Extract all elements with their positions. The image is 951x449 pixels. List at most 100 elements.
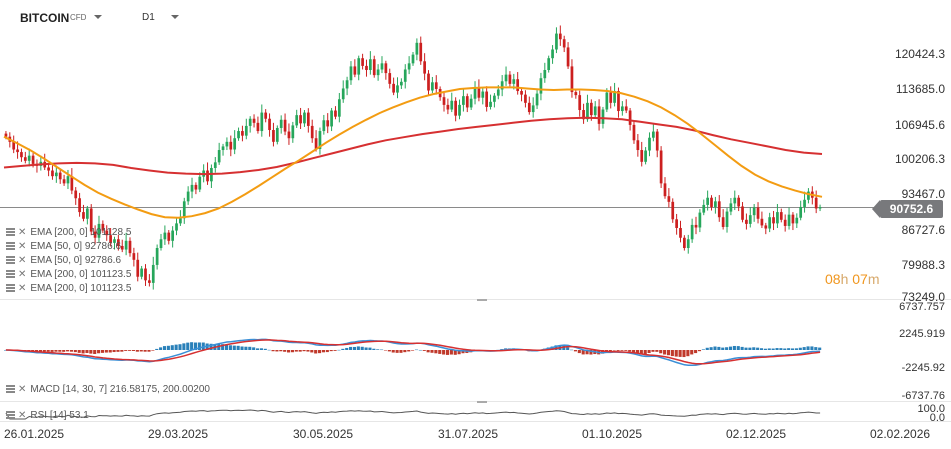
- macd-histogram-bar: [422, 350, 426, 351]
- list-icon[interactable]: [6, 385, 15, 393]
- candle: [310, 119, 314, 143]
- candle: [318, 127, 322, 155]
- macd-histogram-bar: [818, 347, 822, 350]
- list-icon[interactable]: [6, 284, 15, 292]
- macd-histogram-bar: [69, 350, 74, 352]
- legend-item-ema[interactable]: ✕ EMA [50, 0] 92786.6: [6, 241, 121, 254]
- candle: [450, 92, 454, 113]
- chevron-down-icon[interactable]: [171, 15, 179, 19]
- candle: [593, 101, 597, 119]
- macd-histogram-bar: [717, 346, 721, 350]
- macd-histogram-bar: [298, 350, 302, 352]
- candle-body: [694, 224, 698, 228]
- macd-histogram-bar: [690, 350, 694, 355]
- candle-body: [388, 73, 392, 84]
- time-axis-label: 26.01.2025: [4, 427, 65, 441]
- candle-body: [20, 152, 23, 158]
- candle-body: [132, 253, 136, 260]
- candle-body: [70, 176, 74, 191]
- candle: [741, 202, 744, 223]
- candle: [252, 114, 256, 128]
- candle-body: [779, 212, 783, 220]
- candle: [322, 114, 326, 135]
- candle: [431, 76, 434, 94]
- timeframe-selector[interactable]: D1: [142, 12, 155, 23]
- candle: [551, 45, 554, 64]
- legend-item-ema[interactable]: ✕ EMA [200, 0] 101123.5: [6, 283, 131, 296]
- list-icon[interactable]: [6, 228, 15, 236]
- candle-body: [733, 197, 737, 204]
- legend-item-macd[interactable]: ✕ MACD [14, 30, 7] 216.58175, 200.00200: [6, 384, 210, 397]
- candle-body: [221, 146, 225, 151]
- candle-body: [62, 179, 66, 184]
- legend-item-ema[interactable]: ✕ EMA [50, 0] 92786.6: [6, 255, 121, 268]
- candle: [62, 174, 66, 186]
- candle-body: [690, 224, 694, 240]
- candle: [132, 247, 136, 267]
- list-icon[interactable]: [6, 242, 15, 250]
- candle: [748, 207, 752, 228]
- time-axis-label: 29.03.2025: [148, 427, 209, 441]
- candle: [698, 209, 702, 233]
- candle-body: [520, 91, 523, 95]
- close-icon[interactable]: ✕: [18, 384, 27, 395]
- macd-histogram-bar: [701, 349, 705, 350]
- close-icon[interactable]: ✕: [18, 283, 27, 294]
- candle-body: [264, 112, 268, 119]
- candle-body: [675, 219, 678, 228]
- candle: [675, 213, 678, 235]
- legend-label: EMA [200, 0] 101123.5: [30, 269, 132, 280]
- macd-histogram-bar: [104, 350, 108, 353]
- candle: [341, 80, 345, 103]
- list-icon[interactable]: [6, 256, 15, 264]
- macd-histogram-bar: [601, 350, 605, 354]
- symbol-name[interactable]: BITCOIN: [20, 11, 70, 25]
- macd-histogram-bar: [209, 343, 213, 350]
- candle-body: [558, 33, 562, 40]
- candle-body: [268, 118, 271, 131]
- candle-body: [516, 79, 520, 92]
- candle: [264, 109, 268, 123]
- macd-histogram-bar: [306, 350, 310, 352]
- candle-body: [442, 97, 446, 105]
- macd-histogram-bar: [570, 349, 574, 351]
- candle-body: [609, 92, 613, 103]
- candle-body: [772, 217, 775, 224]
- chevron-down-icon[interactable]: [94, 15, 102, 19]
- close-icon[interactable]: ✕: [18, 269, 27, 280]
- macd-histogram-bar: [426, 350, 430, 353]
- list-icon[interactable]: [6, 270, 15, 278]
- candle: [531, 97, 535, 118]
- price-axis-label: 120424.3: [894, 47, 945, 61]
- candle-body: [248, 118, 252, 126]
- macd-histogram-bar: [721, 347, 725, 350]
- close-icon[interactable]: ✕: [18, 241, 27, 252]
- candle: [624, 99, 628, 114]
- candle: [380, 56, 384, 74]
- candle: [303, 110, 306, 127]
- candle: [136, 252, 140, 282]
- candle: [283, 113, 287, 136]
- macd-histogram-bar: [399, 350, 403, 353]
- candle-body: [167, 232, 171, 241]
- close-icon[interactable]: ✕: [18, 255, 27, 266]
- close-icon[interactable]: ✕: [18, 227, 27, 238]
- macd-histogram-bar: [38, 350, 42, 352]
- legend-item-rsi[interactable]: ✕ RSI [14] 53.1: [6, 410, 89, 423]
- candle: [117, 234, 120, 251]
- legend-item-ema[interactable]: ✕ EMA [200, 0] 101123.5: [6, 269, 131, 282]
- macd-histogram-bar: [252, 347, 256, 350]
- close-icon[interactable]: ✕: [18, 410, 27, 421]
- candle: [163, 225, 167, 245]
- macd-histogram-bar: [151, 350, 155, 351]
- time-axis-label: 31.07.2025: [438, 427, 499, 441]
- legend-item-ema[interactable]: ✕ EMA [200, 0] 101128.5: [6, 227, 131, 240]
- candle-body: [469, 98, 473, 108]
- candle-body: [683, 237, 686, 249]
- macd-histogram-bar: [85, 350, 89, 353]
- macd-histogram-bar: [224, 344, 229, 350]
- macd-histogram-bar: [744, 347, 748, 350]
- list-icon[interactable]: [6, 411, 15, 419]
- candle: [365, 59, 368, 77]
